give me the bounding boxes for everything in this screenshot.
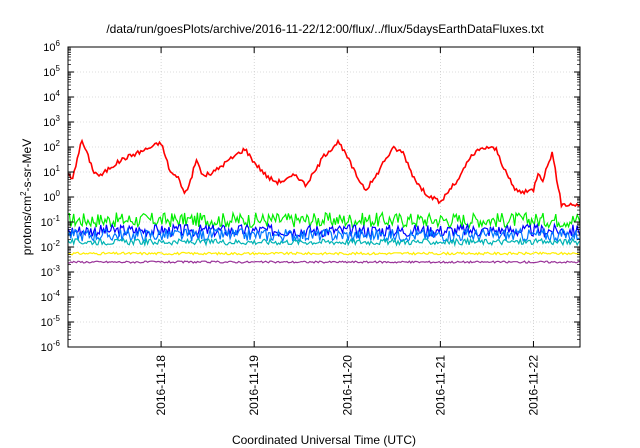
y-tick-exponent: 6 <box>56 39 61 48</box>
y-tick-label: 10-2 <box>41 239 61 254</box>
chart-title: /data/run/goesPlots/archive/2016-11-22/1… <box>106 22 544 36</box>
y-tick-label: 103 <box>43 114 60 129</box>
y-tick-exponent: -4 <box>53 289 61 298</box>
y-tick-exponent: 1 <box>56 164 61 173</box>
series-line <box>67 138 581 209</box>
y-axis-label-sup: 2 <box>19 191 28 196</box>
y-tick-exponent: 5 <box>56 64 61 73</box>
y-tick-label: 106 <box>43 39 60 54</box>
y-tick-label: 10-5 <box>41 314 61 329</box>
x-tick-label: 2016-11-20 <box>340 355 354 416</box>
y-axis-label-base: protons/cm <box>20 196 34 255</box>
y-axis: 10-610-510-410-310-210-11001011021031041… <box>41 39 580 354</box>
x-axis-label: Coordinated Universal Time (UTC) <box>232 433 416 447</box>
y-tick-label: 101 <box>43 164 60 179</box>
y-tick-label: 102 <box>43 139 60 154</box>
series-line <box>67 236 581 248</box>
y-axis-label: protons/cm2-s-sr-MeV <box>19 139 34 255</box>
y-tick-label: 10-1 <box>41 214 61 229</box>
y-tick-label: 105 <box>43 64 60 79</box>
x-tick-label: 2016-11-22 <box>526 355 540 416</box>
x-tick-label: 2016-11-21 <box>433 355 447 416</box>
y-axis-label-rest: -s-sr-MeV <box>20 139 34 192</box>
y-tick-label: 10-6 <box>41 339 61 354</box>
series-line <box>67 251 581 256</box>
y-tick-label: 100 <box>43 189 60 204</box>
y-tick-label: 104 <box>43 89 60 104</box>
y-tick-exponent: -1 <box>53 214 61 223</box>
grid-lines <box>68 47 580 347</box>
x-tick-label: 2016-11-18 <box>154 355 168 416</box>
x-tick-label: 2016-11-19 <box>247 355 261 416</box>
y-tick-label: 10-3 <box>41 264 61 279</box>
series-line <box>67 210 581 230</box>
series-line <box>67 260 581 264</box>
y-tick-exponent: -5 <box>53 314 61 323</box>
series-layer <box>67 138 581 264</box>
y-tick-exponent: -3 <box>53 264 61 273</box>
series-line <box>67 226 581 243</box>
y-tick-exponent: 4 <box>56 89 61 98</box>
y-tick-exponent: -2 <box>53 239 61 248</box>
y-tick-exponent: -6 <box>53 339 61 348</box>
y-tick-exponent: 2 <box>56 139 61 148</box>
y-tick-label: 10-4 <box>41 289 61 304</box>
y-tick-exponent: 3 <box>56 114 61 123</box>
x-axis: 2016-11-18 2016-11-19 2016-11-20 2016-11-21… <box>154 47 540 416</box>
y-tick-exponent: 0 <box>56 189 61 198</box>
